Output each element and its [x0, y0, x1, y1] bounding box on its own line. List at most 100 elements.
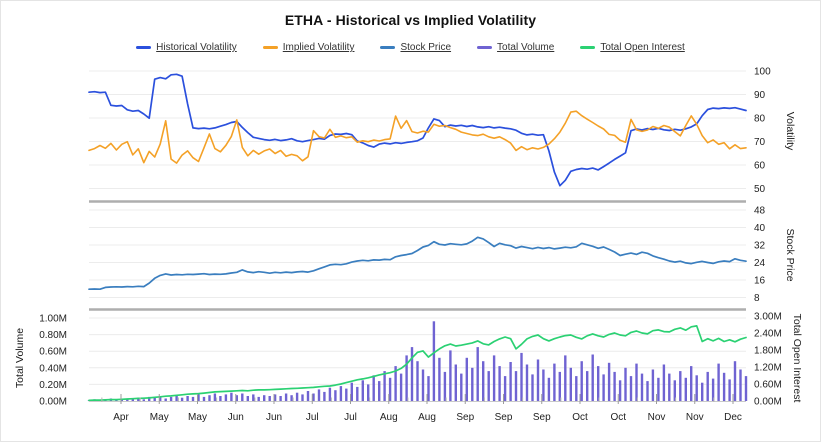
volume-bar	[722, 372, 726, 401]
legend-item-historical-volatility[interactable]: Historical Volatility	[136, 42, 237, 53]
volume-bar	[503, 376, 507, 401]
volatility-tick-label: 80	[754, 114, 766, 125]
volume-bar	[728, 379, 731, 401]
axis-labels: 100 90 80 70 60 50 48 40 32 24 16 8 3.00M 2.40M 1.80M 1…	[39, 67, 782, 424]
x-tick-label: May	[150, 412, 169, 423]
total-open-interest-line	[88, 325, 747, 402]
open-interest-tick-label: 3.00M	[754, 312, 782, 323]
legend-label: Historical Volatility	[156, 42, 237, 53]
volume-bar	[482, 361, 485, 401]
volume-bar	[356, 386, 359, 401]
volume-bar	[137, 397, 140, 401]
implied-volatility-line	[88, 110, 747, 164]
volume-bar	[553, 363, 556, 401]
x-tick-label: Jun	[266, 412, 282, 423]
volume-bar	[284, 393, 288, 401]
volume-bar	[739, 369, 742, 401]
volume-bar	[273, 394, 277, 401]
volume-bar	[334, 390, 337, 401]
volume-bar	[213, 393, 217, 401]
volume-bar	[257, 396, 260, 401]
open-interest-tick-label: 2.40M	[754, 329, 782, 340]
volatility-panel-plot-area[interactable]	[89, 66, 746, 201]
x-tick-label: Apr	[113, 412, 129, 423]
legend-label: Total Volume	[497, 42, 555, 53]
volume-bar	[597, 366, 600, 401]
x-tick-label: Sep	[495, 412, 513, 423]
volume-bar	[690, 366, 693, 401]
stock-price-tick-label: 40	[754, 223, 766, 234]
volume-bar	[290, 395, 293, 401]
volume-bar	[306, 391, 310, 401]
volume-bar	[180, 397, 184, 401]
volume-bar	[394, 366, 397, 401]
volume-bar	[586, 371, 589, 401]
legend-item-stock-price[interactable]: Stock Price	[380, 42, 451, 53]
volume-bar	[169, 396, 173, 401]
volume-bar	[624, 367, 627, 401]
volume-bar	[339, 386, 343, 401]
legend-item-implied-volatility[interactable]: Implied Volatility	[262, 42, 354, 53]
stock-price-tick-label: 24	[754, 258, 766, 269]
volume-open-interest-panel-plot-area[interactable]	[89, 311, 746, 401]
volume-bar	[607, 362, 611, 401]
volume-bar	[263, 395, 266, 401]
volume-bar	[197, 394, 200, 401]
volume-bar	[399, 373, 403, 401]
open-interest-tick-label: 0.00M	[754, 397, 782, 408]
volume-bar	[378, 381, 381, 401]
volume-bar	[328, 387, 332, 401]
x-tick-label: Jul	[306, 412, 319, 423]
volume-bar	[175, 395, 178, 401]
volume-bar	[514, 371, 518, 401]
total-open-interest-axis-title: Total Open Interest	[791, 314, 803, 403]
open-interest-tick-label: 0.60M	[754, 380, 782, 391]
legend-item-total-volume[interactable]: Total Volume	[477, 42, 554, 53]
volume-bar	[580, 361, 583, 401]
volume-bar	[383, 371, 386, 401]
volume-bar	[202, 396, 206, 401]
volume-bar	[246, 396, 249, 401]
volume-bar	[372, 375, 375, 401]
volume-bar	[591, 354, 594, 401]
volume-bar	[219, 396, 222, 401]
volume-bar	[405, 355, 408, 401]
volume-bar	[438, 357, 441, 401]
volume-bar	[279, 396, 282, 401]
volume-bar	[629, 376, 633, 401]
volume-bar	[142, 399, 145, 401]
stock-price-tick-label: 16	[754, 276, 766, 287]
historical-volatility-swatch-icon	[136, 46, 152, 49]
total-volume-axis-title: Total Volume	[14, 328, 26, 388]
stock-price-panel-plot-area[interactable]	[89, 203, 746, 308]
volume-bar	[711, 378, 715, 401]
volatility-axis-title: Volatility	[784, 112, 796, 151]
volume-tick-label: 0.20M	[39, 380, 67, 391]
volume-bar	[662, 364, 666, 401]
volume-bar	[460, 373, 463, 401]
volume-bar	[186, 396, 189, 401]
x-tick-label: Sep	[456, 412, 474, 423]
volume-bar	[564, 355, 567, 401]
open-interest-tick-label: 1.80M	[754, 346, 782, 357]
volume-bar	[651, 369, 655, 401]
volume-bar	[454, 364, 457, 401]
volume-bar	[164, 398, 167, 401]
volume-bar	[706, 371, 709, 401]
volume-bar	[367, 384, 370, 401]
volume-bar	[252, 394, 255, 401]
volatility-tick-label: 90	[754, 90, 766, 101]
volume-bar	[115, 400, 118, 401]
chart-title: ETHA - Historical vs Implied Volatility	[284, 12, 537, 28]
stock-price-swatch-icon	[380, 46, 396, 49]
volume-bar	[640, 373, 644, 401]
legend: Historical Volatility Implied Volatility S…	[1, 42, 820, 53]
volatility-tick-label: 50	[754, 184, 766, 195]
volume-bar	[635, 363, 638, 401]
x-tick-label: Sep	[533, 412, 551, 423]
volume-bar	[235, 395, 238, 401]
volume-bar	[323, 391, 326, 401]
legend-item-total-open-interest[interactable]: Total Open Interest	[580, 42, 685, 53]
volume-bar	[531, 374, 534, 401]
